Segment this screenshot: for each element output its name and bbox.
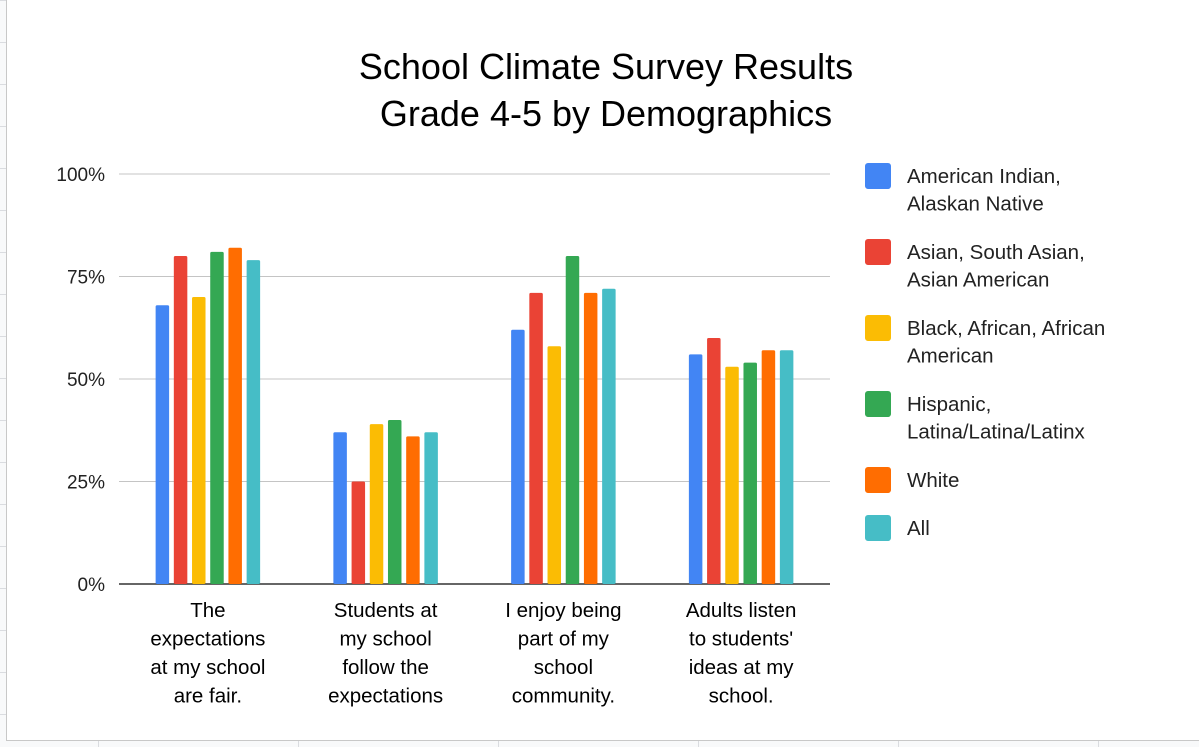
y-tick-label: 50% — [67, 370, 105, 391]
bar — [743, 362, 757, 584]
bar — [725, 366, 739, 584]
category-label: Students at — [334, 599, 438, 622]
legend-label: Black, African, African — [907, 317, 1105, 340]
category-label: are fair. — [174, 685, 242, 708]
legend-label: Asian American — [907, 269, 1049, 292]
category-label: at my school — [150, 656, 265, 679]
bar — [688, 354, 703, 584]
legend-label: All — [907, 517, 930, 540]
bars — [155, 247, 794, 585]
category-label: expectations — [328, 685, 443, 708]
bar — [761, 350, 776, 584]
chart-title-line-1: School Climate Survey Results — [359, 46, 853, 87]
y-tick-label: 100% — [56, 165, 105, 186]
bar-chart: School Climate Survey Results Grade 4-5 … — [56, 46, 1105, 708]
y-tick-label: 25% — [67, 473, 105, 494]
legend-label: American — [907, 345, 994, 368]
bar — [583, 292, 598, 584]
bar — [210, 251, 224, 584]
bar — [246, 260, 261, 584]
bar — [511, 329, 525, 584]
bar — [228, 247, 242, 585]
bar — [351, 481, 366, 584]
y-axis-tick-labels: 100% 75% 50% 25% 0% — [56, 165, 105, 596]
legend-swatch — [865, 315, 891, 341]
category-label: my school — [339, 628, 431, 651]
bar — [333, 432, 347, 584]
gridlines — [119, 173, 830, 585]
bar — [406, 436, 420, 584]
category-label: part of my — [518, 628, 610, 651]
category-label: expectations — [150, 628, 265, 651]
category-label: Adults listen — [686, 599, 797, 622]
legend-label: Latina/Latina/Latinx — [907, 421, 1086, 444]
bar — [155, 305, 170, 584]
bar — [387, 420, 402, 584]
category-label: The — [190, 599, 225, 622]
bar — [779, 350, 794, 584]
bar — [192, 297, 206, 584]
chart-card[interactable]: School Climate Survey Results Grade 4-5 … — [6, 0, 1199, 741]
legend-swatch — [865, 515, 891, 541]
category-label: community. — [512, 685, 615, 708]
bar — [173, 256, 188, 584]
bar — [424, 432, 438, 584]
y-tick-label: 0% — [78, 575, 106, 596]
legend-label: Alaskan Native — [907, 193, 1044, 216]
legend-label: Asian, South Asian, — [907, 241, 1085, 264]
legend-swatch — [865, 163, 891, 189]
legend: American Indian, Alaskan Native Asian, Sou… — [865, 163, 1105, 541]
bar — [602, 288, 616, 584]
legend-label: White — [907, 469, 959, 492]
category-label: to students' — [689, 628, 793, 651]
category-label: ideas at my — [689, 656, 795, 679]
bar — [707, 338, 721, 584]
chart-title: School Climate Survey Results Grade 4-5 … — [359, 46, 853, 134]
legend-swatch — [865, 467, 891, 493]
bar — [565, 256, 580, 584]
legend-swatch — [865, 391, 891, 417]
legend-label: American Indian, — [907, 165, 1061, 188]
category-label: follow the — [342, 656, 429, 679]
x-axis-category-labels: The expectations at my school are fair. Stud… — [150, 599, 796, 708]
y-tick-label: 75% — [67, 268, 105, 289]
category-label: school. — [709, 685, 774, 708]
legend-swatch — [865, 239, 891, 265]
bar — [529, 292, 543, 584]
chart-title-line-2: Grade 4-5 by Demographics — [380, 93, 832, 134]
bar — [369, 424, 384, 584]
bar — [547, 346, 562, 584]
category-label: I enjoy being — [505, 599, 621, 622]
category-label: school — [534, 656, 593, 679]
legend-label: Hispanic, — [907, 393, 991, 416]
